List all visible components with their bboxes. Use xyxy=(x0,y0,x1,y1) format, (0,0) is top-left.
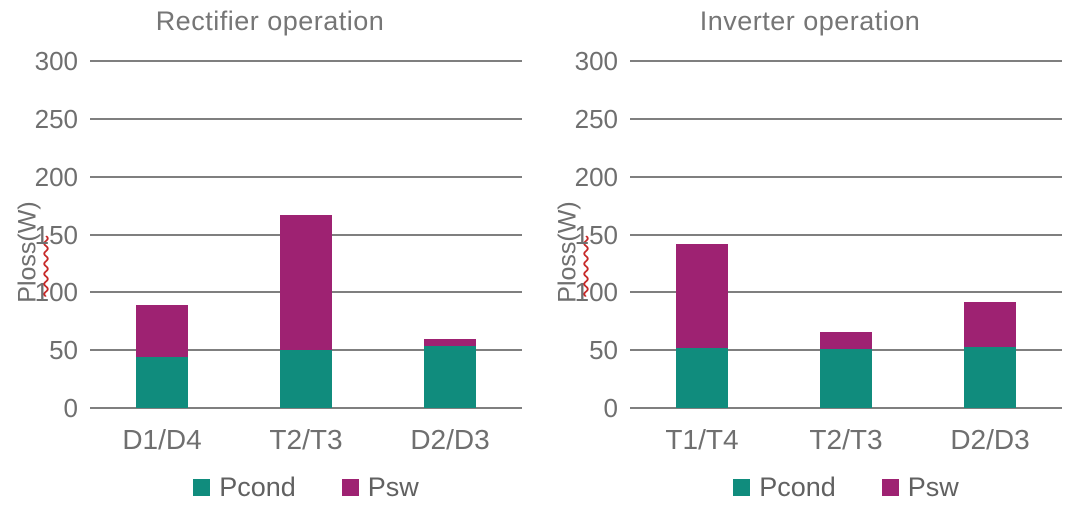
x-category-label: T2/T3 xyxy=(269,424,343,455)
y-tick-label: 50 xyxy=(49,335,78,366)
bar-segment-psw xyxy=(280,214,332,351)
gridline xyxy=(630,117,1062,120)
y-tick-label: 300 xyxy=(574,46,618,76)
y-tick-label: 300 xyxy=(34,46,78,76)
x-axis-line xyxy=(90,407,522,409)
y-axis-label: Ploss(W) xyxy=(554,201,589,303)
legend-item-psw: Psw xyxy=(881,472,959,503)
spellcheck-squiggle-icon xyxy=(583,235,589,297)
y-tick-label: 0 xyxy=(63,393,78,423)
psw-swatch-icon xyxy=(881,479,899,496)
y-tick-label: 50 xyxy=(589,335,618,366)
y-tick-label: 250 xyxy=(34,103,78,134)
legend: Pcond Psw xyxy=(630,472,1062,503)
x-category-label: D2/D3 xyxy=(410,424,490,455)
bar-segment-pcond xyxy=(424,345,476,408)
legend-label-psw: Psw xyxy=(367,472,419,502)
gridline xyxy=(90,60,522,62)
y-tick-label: 200 xyxy=(34,161,78,192)
bar-segment-pcond xyxy=(136,357,188,408)
y-axis-label: Ploss(W) xyxy=(14,201,49,303)
y-tick-label: 100 xyxy=(34,277,78,308)
y-tick-label: 200 xyxy=(574,161,618,192)
chart-title-rectifier: Rectifier operation xyxy=(155,6,385,36)
x-category-label: D2/D3 xyxy=(950,424,1030,455)
x-category-label: D1/D4 xyxy=(122,424,202,455)
legend-item-pcond: Pcond xyxy=(733,472,836,503)
gridline xyxy=(630,60,1062,62)
gridline xyxy=(90,117,522,120)
y-tick-label: 150 xyxy=(34,219,78,250)
y-tick-label: 0 xyxy=(603,393,618,423)
psw-swatch-icon xyxy=(341,479,359,496)
gridline xyxy=(90,175,522,178)
pcond-swatch-icon xyxy=(193,479,211,496)
gridline xyxy=(630,233,1062,236)
bar-segment-pcond xyxy=(964,346,1016,408)
bar-segment-pcond xyxy=(820,349,872,408)
x-category-label: T1/T4 xyxy=(665,424,739,455)
bar-segment-psw xyxy=(964,301,1016,347)
gridline xyxy=(630,291,1062,294)
legend-item-psw: Psw xyxy=(341,472,419,503)
legend-label-pcond: Pcond xyxy=(759,472,836,502)
x-axis-line xyxy=(630,407,1062,409)
x-category-label: T2/T3 xyxy=(809,424,883,455)
y-tick-label: 150 xyxy=(574,219,618,250)
plot-area-inverter: 0 50 100 150 200 250 300 T1/T4 T2/T3 D2/D3 xyxy=(540,0,1080,509)
bar-segment-psw xyxy=(424,338,476,346)
gridline xyxy=(630,175,1062,178)
bar-segment-psw xyxy=(676,243,728,348)
spellcheck-squiggle-icon xyxy=(43,235,49,297)
bar-segment-pcond xyxy=(676,347,728,408)
legend-item-pcond: Pcond xyxy=(193,472,296,503)
y-tick-label: 250 xyxy=(574,103,618,134)
bar-segment-pcond xyxy=(280,350,332,408)
pcond-swatch-icon xyxy=(733,479,751,496)
rectifier-chart-panel: Rectifier operation Ploss(W) 0 50 100 150 20… xyxy=(14,6,522,503)
legend-label-pcond: Pcond xyxy=(219,472,296,502)
inverter-chart-panel: Inverter operation Ploss(W) 0 50 100 150 200… xyxy=(540,0,1080,509)
bar-segment-psw xyxy=(820,331,872,349)
y-tick-label: 100 xyxy=(574,277,618,308)
plot-area-rectifier: 0 50 100 150 200 250 300 D1/D4 T2/T3 D2/D3 xyxy=(34,46,522,455)
bar-segment-psw xyxy=(136,305,188,358)
legend-label-psw: Psw xyxy=(907,472,959,502)
legend: Pcond Psw xyxy=(90,472,522,503)
chart-title-inverter: Inverter operation xyxy=(699,6,921,36)
